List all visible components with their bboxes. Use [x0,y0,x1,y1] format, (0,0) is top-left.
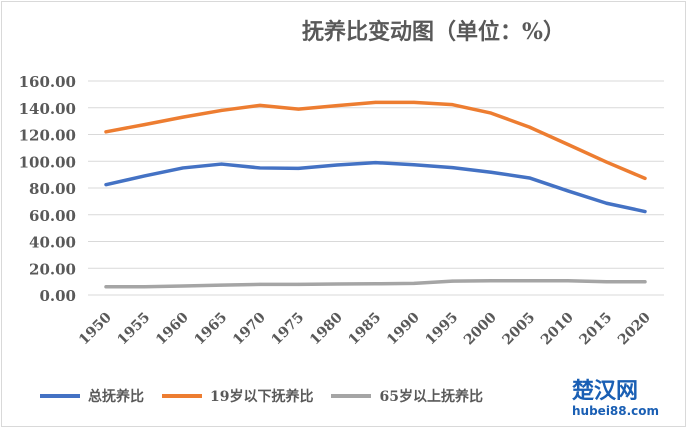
data-point [335,163,339,167]
data-point [220,162,223,166]
data-point [412,100,416,104]
y-tick-label: 80.00 [29,180,76,198]
x-tick-label: 1955 [114,310,153,349]
y-tick-label: 40.00 [29,234,76,252]
data-point [220,283,223,287]
data-point [143,285,146,289]
data-point [412,163,416,167]
x-tick-label: 2000 [461,309,500,348]
x-tick-label: 1970 [230,309,269,348]
legend-swatch [162,394,202,398]
data-point [489,170,493,174]
data-point [374,282,377,286]
y-tick-label: 0.00 [39,287,76,305]
data-point [528,176,531,180]
data-point [335,104,339,108]
legend-swatch [331,394,372,398]
data-point [335,282,339,286]
data-point [374,100,377,104]
data-point [643,280,647,284]
data-point [143,174,146,178]
data-point [258,282,262,286]
data-point [220,108,223,112]
data-point [566,279,570,283]
x-tick-label: 2005 [499,310,538,349]
x-tick-label: 2015 [576,310,615,349]
data-point [605,280,608,284]
data-point [181,115,185,119]
legend-item: 总抚养比 [40,386,144,406]
data-point [104,130,108,134]
chart-title: 抚养比变动图（单位：%） [302,19,565,45]
data-point [374,161,377,165]
legend-label: 总抚养比 [88,389,144,405]
x-tick-label: 1995 [422,310,461,349]
data-point [643,210,647,214]
legend-swatch [40,394,80,398]
data-point [104,183,108,187]
y-tick-label: 160.00 [19,73,76,91]
x-tick-label: 1965 [191,310,230,349]
data-point [258,166,262,170]
x-tick-label: 1985 [345,310,384,349]
y-tick-label: 120.00 [19,127,76,145]
y-tick-label: 20.00 [29,260,76,278]
data-point [566,143,570,147]
x-tick-label: 1990 [384,309,423,348]
watermark-url: hubei88.com [572,404,660,418]
data-point [451,166,454,170]
x-tick-label: 1960 [153,309,192,348]
data-point [528,125,531,129]
watermark-text: 楚汉网 [572,379,639,404]
data-point [181,166,185,170]
y-tick-label: 60.00 [29,207,76,225]
legend-label: 19岁以下抚养比 [210,389,314,405]
y-tick-label: 140.00 [19,100,76,118]
x-tick-label: 1980 [307,309,346,348]
legend: 总抚养比 19岁以下抚养比 65岁以上抚养比 [40,386,483,406]
legend-label: 65岁以上抚养比 [379,389,483,405]
data-point [104,285,108,289]
data-point [489,111,493,115]
data-point [412,281,416,285]
x-tick-label: 1975 [268,310,307,349]
series-line [104,160,647,214]
data-point [643,176,647,180]
data-point [528,279,531,283]
watermark-logo: 楚汉网 hubei88.com [572,379,660,419]
x-tick-label: 2010 [538,309,577,348]
data-point [566,189,570,193]
data-point [451,279,454,283]
data-point [181,284,185,288]
data-point [297,107,300,111]
data-point [605,160,608,164]
data-point [489,279,493,283]
y-tick-label: 100.00 [19,153,76,171]
data-point [258,103,262,107]
data-point [143,123,146,127]
legend-item: 65岁以上抚养比 [331,386,483,406]
x-tick-label: 1950 [76,309,115,348]
data-point [297,166,300,170]
data-point [605,201,608,205]
x-tick-label: 2020 [615,309,654,348]
legend-item: 19岁以下抚养比 [162,386,313,406]
data-point [297,282,300,286]
data-point [451,103,454,107]
